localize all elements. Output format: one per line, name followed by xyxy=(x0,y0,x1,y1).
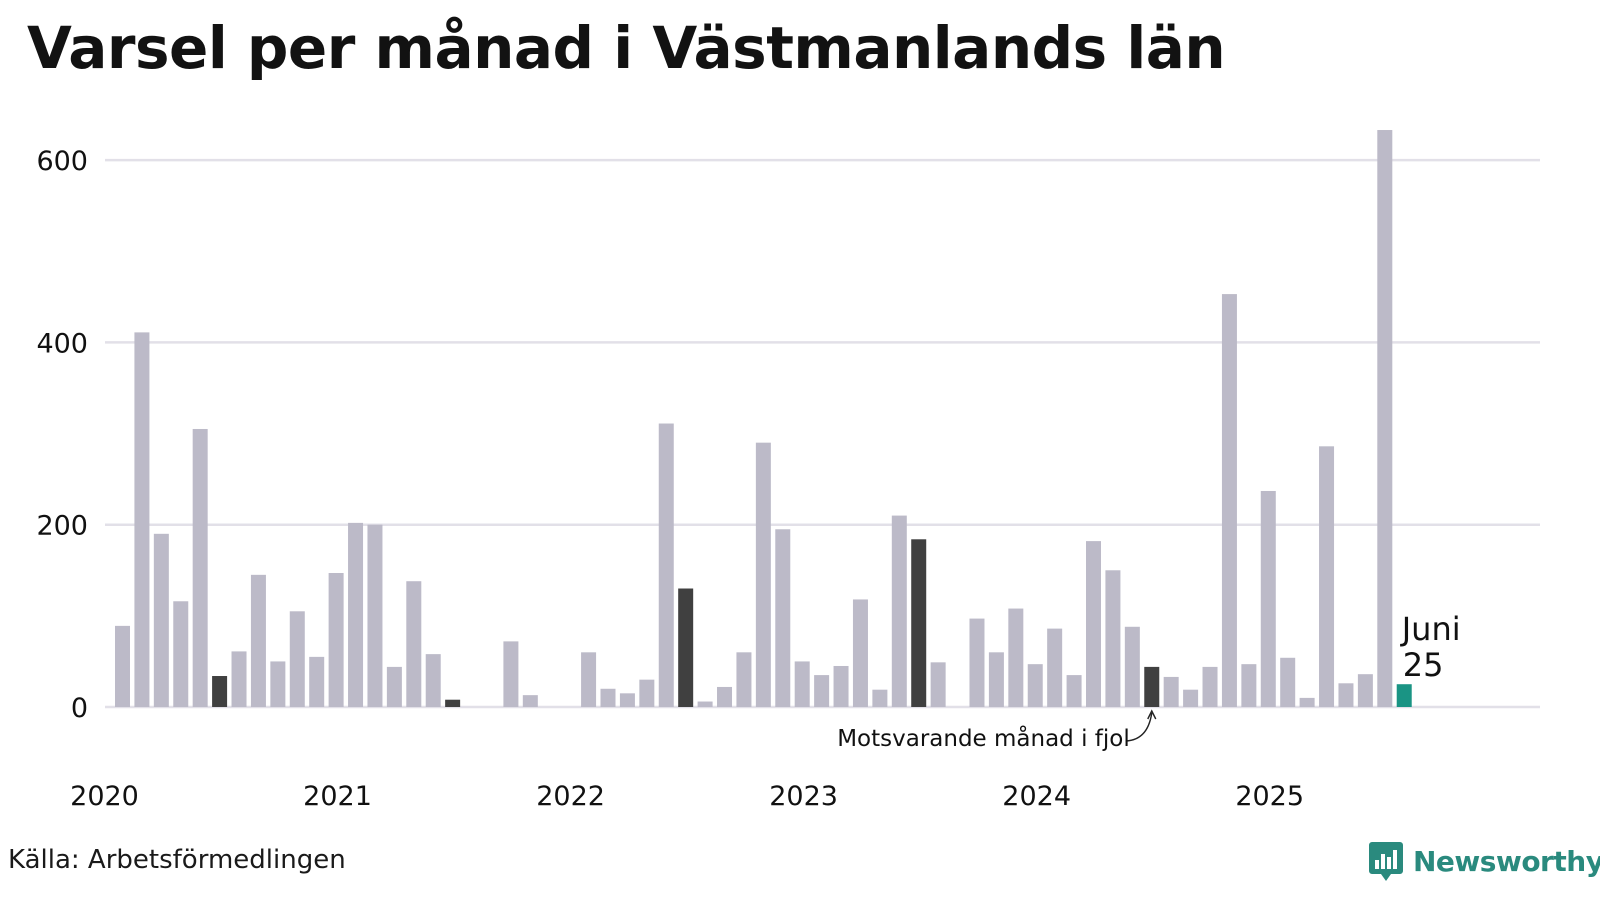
annotation-arrowhead xyxy=(1147,709,1157,720)
bar xyxy=(697,701,713,707)
bar xyxy=(522,695,538,707)
newsworthy-logo[interactable]: Newsworthy xyxy=(1368,836,1600,886)
bar xyxy=(1008,608,1024,707)
current-value-label: 25 xyxy=(1403,646,1444,684)
bar xyxy=(328,573,344,707)
bar xyxy=(1124,626,1140,707)
bar xyxy=(639,679,655,707)
bar xyxy=(1260,490,1276,707)
bar xyxy=(1280,657,1296,707)
bar xyxy=(1086,541,1101,707)
annotation-arrow xyxy=(1125,712,1153,742)
bar xyxy=(814,675,830,707)
bar xyxy=(1357,674,1373,707)
bar xyxy=(270,661,286,707)
bar xyxy=(872,689,888,707)
bar xyxy=(1319,446,1335,707)
y-tick-label: 200 xyxy=(36,511,88,542)
y-axis-ticks: 0 200 400 600 xyxy=(36,146,88,724)
bar-current-month xyxy=(1396,684,1412,707)
bar xyxy=(1241,664,1257,707)
bar xyxy=(250,574,266,707)
x-tick-label: 2025 xyxy=(1235,781,1304,812)
x-tick-label: 2020 xyxy=(70,781,139,812)
bar xyxy=(367,524,383,707)
y-tick-label: 0 xyxy=(71,693,88,724)
bar xyxy=(833,665,849,707)
bar xyxy=(1027,664,1043,707)
bar xyxy=(231,651,247,707)
y-tick-label: 600 xyxy=(36,146,88,177)
bar xyxy=(794,661,810,707)
bar xyxy=(1202,666,1218,707)
bar xyxy=(658,423,674,707)
bar xyxy=(425,654,441,707)
bar xyxy=(1066,675,1082,707)
newsworthy-logo-icon xyxy=(1369,842,1403,881)
bar xyxy=(348,522,364,707)
x-tick-label: 2024 xyxy=(1002,781,1071,812)
bar-same-month-previous-year xyxy=(911,539,927,707)
x-tick-label: 2023 xyxy=(769,781,838,812)
bar xyxy=(1183,689,1199,707)
bar xyxy=(1338,683,1354,707)
bar xyxy=(619,693,635,707)
bar-chart: 0 200 400 600 2020 2021 2022 2023 2024 2025 Mots… xyxy=(36,130,1540,812)
bar xyxy=(1377,130,1393,707)
bar xyxy=(173,601,189,707)
y-tick-label: 400 xyxy=(36,328,88,359)
x-tick-label: 2022 xyxy=(536,781,605,812)
page-title: Varsel per månad i Västmanlands län xyxy=(27,14,1226,82)
bar xyxy=(1299,697,1315,707)
bar xyxy=(581,652,597,707)
bar-same-month-previous-year xyxy=(678,588,694,707)
bar xyxy=(309,656,325,707)
bar xyxy=(1221,294,1237,707)
x-axis-ticks: 2020 2021 2022 2023 2024 2025 xyxy=(70,781,1304,812)
bar-same-month-previous-year xyxy=(445,699,461,707)
bar xyxy=(406,581,422,707)
bar xyxy=(717,686,733,707)
bar xyxy=(736,652,752,707)
source-note: Källa: Arbetsförmedlingen xyxy=(8,845,346,875)
x-tick-label: 2021 xyxy=(303,781,372,812)
bar xyxy=(289,611,305,707)
bar xyxy=(969,618,985,707)
bar xyxy=(134,332,150,707)
bar xyxy=(988,652,1004,707)
bar xyxy=(115,625,130,707)
bar xyxy=(775,529,791,707)
bar xyxy=(386,666,402,707)
bar xyxy=(503,641,519,707)
brand-name: Newsworthy xyxy=(1413,844,1600,878)
bar xyxy=(192,428,208,707)
bar xyxy=(153,533,169,707)
bar xyxy=(1047,628,1063,707)
bar xyxy=(852,599,868,707)
bars xyxy=(115,130,1412,707)
bar xyxy=(600,688,616,707)
same-month-annotation: Motsvarande månad i fjol xyxy=(837,724,1130,752)
bar-same-month-previous-year xyxy=(1144,666,1160,707)
bar xyxy=(1163,676,1179,707)
bar xyxy=(1105,570,1121,707)
bar xyxy=(930,662,946,707)
bar xyxy=(891,515,907,707)
bar xyxy=(755,442,771,707)
current-month-label: Juni xyxy=(1400,610,1461,648)
bar-same-month-previous-year xyxy=(212,676,228,707)
